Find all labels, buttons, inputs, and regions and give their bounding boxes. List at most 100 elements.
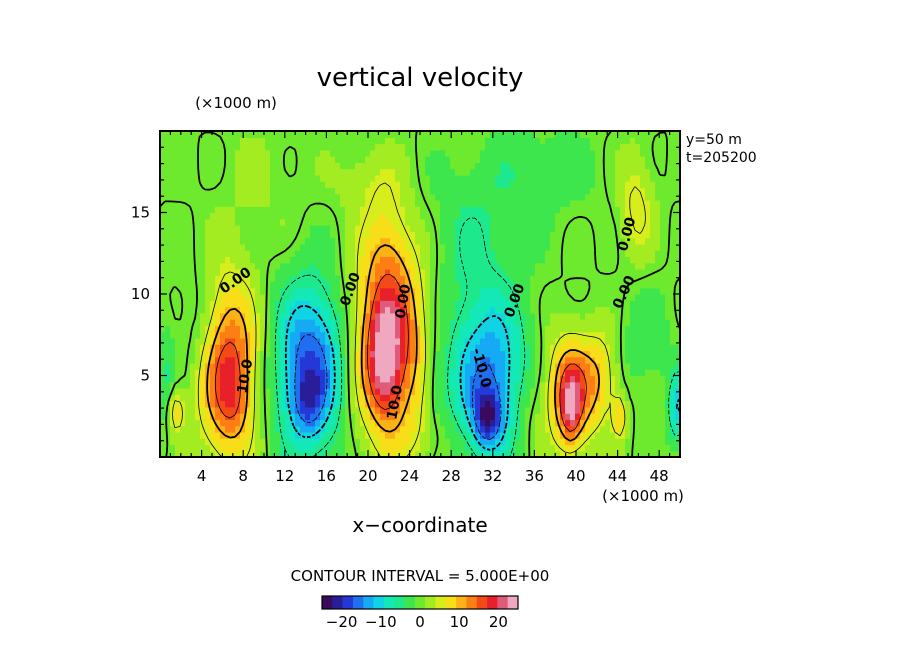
- heatmap-cell: [595, 300, 601, 308]
- heatmap-cell: [200, 256, 206, 264]
- heatmap-cell: [205, 425, 211, 433]
- heatmap-cell: [585, 206, 591, 214]
- heatmap-cell: [545, 337, 551, 345]
- heatmap-cell: [500, 243, 506, 251]
- heatmap-cell: [320, 181, 326, 189]
- heatmap-cell: [430, 256, 436, 264]
- heatmap-cell: [575, 306, 581, 314]
- heatmap-cell: [250, 218, 256, 226]
- heatmap-cell: [370, 438, 376, 446]
- heatmap-cell: [495, 193, 501, 201]
- heatmap-cell: [675, 168, 680, 176]
- heatmap-cell: [390, 231, 396, 239]
- heatmap-cell: [455, 187, 461, 195]
- heatmap-cell: [385, 187, 391, 195]
- heatmap-cell: [180, 400, 186, 408]
- heatmap-cell: [485, 425, 491, 433]
- heatmap-cell: [510, 413, 516, 420]
- heatmap-cell: [670, 300, 676, 308]
- heatmap-cell: [605, 212, 611, 220]
- heatmap-cell: [265, 300, 271, 308]
- heatmap-cell: [575, 262, 581, 270]
- heatmap-cell: [530, 438, 536, 446]
- heatmap-cell: [655, 331, 661, 339]
- heatmap-cell: [650, 281, 656, 289]
- heatmap-cell: [175, 199, 181, 207]
- heatmap-cell: [650, 168, 656, 176]
- heatmap-cell: [540, 294, 546, 301]
- heatmap-cell: [555, 406, 561, 414]
- heatmap-cell: [660, 331, 666, 339]
- heatmap-cell: [470, 168, 476, 176]
- heatmap-cell: [485, 287, 491, 295]
- heatmap-cell: [535, 319, 541, 326]
- heatmap-cell: [490, 199, 496, 207]
- heatmap-cell: [585, 243, 591, 251]
- heatmap-cell: [570, 312, 576, 320]
- heatmap-cell: [395, 231, 401, 239]
- heatmap-cell: [325, 156, 331, 163]
- heatmap-cell: [290, 406, 296, 414]
- heatmap-cell: [305, 425, 311, 433]
- heatmap-cell: [430, 156, 436, 163]
- heatmap-cell: [370, 225, 376, 232]
- heatmap-cell: [630, 281, 636, 289]
- heatmap-cell: [540, 337, 546, 345]
- heatmap-cell: [425, 356, 431, 364]
- heatmap-cell: [500, 156, 506, 163]
- heatmap-cell: [245, 256, 251, 264]
- heatmap-cell: [400, 156, 406, 163]
- heatmap-cell: [430, 281, 436, 289]
- heatmap-cell: [560, 218, 566, 226]
- heatmap-cell: [525, 181, 531, 189]
- heatmap-cell: [475, 356, 481, 364]
- heatmap-cell: [595, 438, 601, 446]
- heatmap-cell: [605, 319, 611, 326]
- heatmap-cell: [450, 199, 456, 207]
- heatmap-cell: [235, 394, 241, 402]
- heatmap-cell: [520, 419, 526, 427]
- heatmap-cell: [390, 268, 396, 276]
- heatmap-cell: [295, 199, 301, 207]
- heatmap-cell: [160, 281, 166, 289]
- heatmap-cell: [435, 425, 441, 433]
- heatmap-cell: [300, 174, 306, 182]
- heatmap-cell: [310, 231, 316, 239]
- heatmap-cell: [435, 231, 441, 239]
- heatmap-cell: [510, 262, 516, 270]
- heatmap-cell: [660, 181, 666, 189]
- heatmap-cell: [175, 231, 181, 239]
- heatmap-cell: [590, 444, 596, 452]
- heatmap-cell: [475, 174, 481, 182]
- heatmap-cell: [265, 225, 271, 232]
- heatmap-cell: [315, 262, 321, 270]
- heatmap-cell: [455, 306, 461, 314]
- heatmap-cell: [285, 262, 291, 270]
- heatmap-cell: [260, 181, 266, 189]
- heatmap-cell: [410, 281, 416, 289]
- heatmap-cell: [215, 375, 221, 383]
- heatmap-cell: [355, 337, 361, 345]
- heatmap-cell: [245, 331, 251, 339]
- heatmap-cell: [560, 369, 566, 377]
- heatmap-cell: [320, 331, 326, 339]
- heatmap-cell: [170, 268, 176, 276]
- heatmap-cell: [270, 250, 276, 257]
- heatmap-cell: [235, 218, 241, 226]
- heatmap-cell: [320, 156, 326, 163]
- heatmap-cell: [610, 181, 616, 189]
- heatmap-cell: [555, 174, 561, 182]
- heatmap-cell: [650, 406, 656, 414]
- heatmap-cell: [455, 250, 461, 257]
- heatmap-cell: [195, 337, 201, 345]
- heatmap-cell: [495, 281, 501, 289]
- heatmap-cell: [535, 268, 541, 276]
- heatmap-cell: [400, 231, 406, 239]
- heatmap-cell: [255, 199, 261, 207]
- heatmap-cell: [525, 237, 531, 245]
- heatmap-cell: [670, 431, 676, 439]
- heatmap-cell: [505, 350, 511, 358]
- heatmap-cell: [490, 250, 496, 257]
- heatmap-cell: [510, 225, 516, 232]
- heatmap-cell: [470, 294, 476, 301]
